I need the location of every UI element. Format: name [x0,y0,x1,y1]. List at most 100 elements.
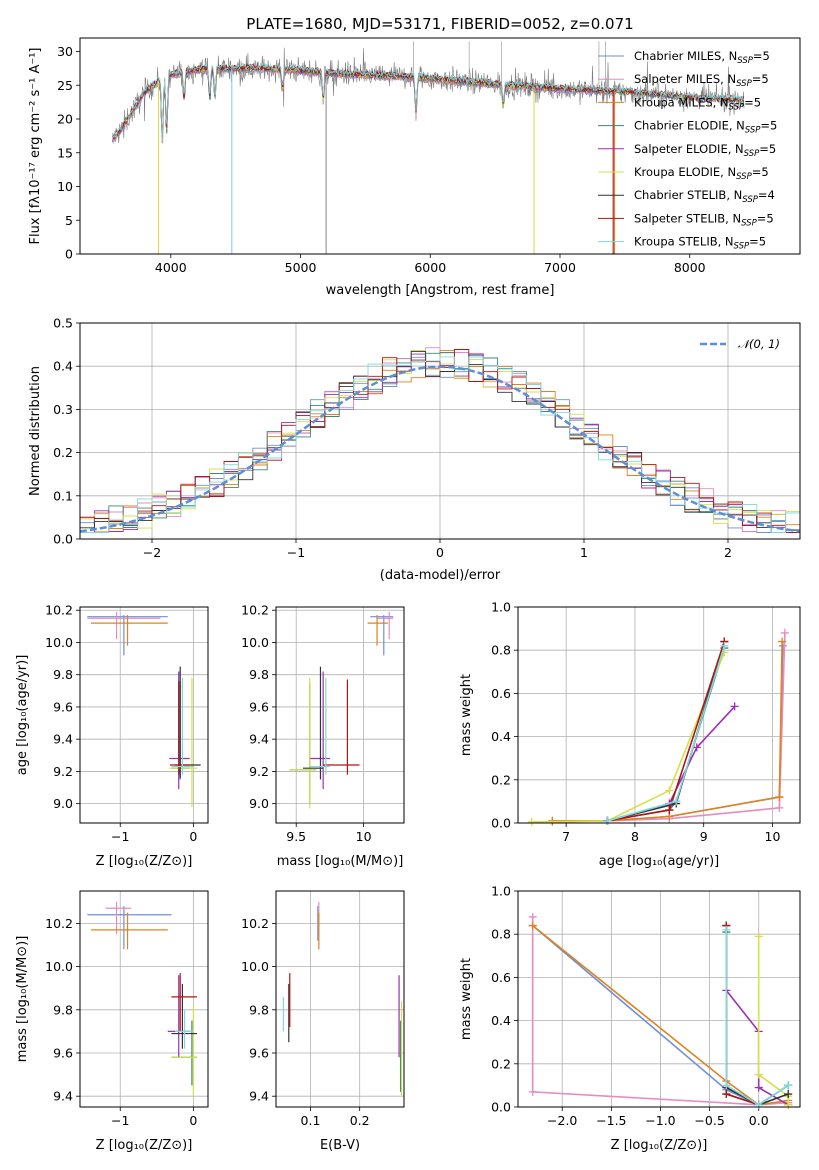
y-tick-label: 9.8 [53,667,73,682]
x-tick-label: 2 [724,545,732,560]
y-tick-label: 0.2 [491,1056,511,1071]
y-tick-label: 0.6 [491,970,511,985]
y-tick-label: 10.2 [45,603,73,618]
x-tick-label: 6000 [414,260,446,275]
y-tick-label: 1.0 [491,884,511,899]
y-tick-label: 30 [57,44,73,59]
massweight-marker [778,637,787,646]
y-tick-label: 9.2 [53,764,73,779]
age-vs-mass-panel: 9.5 10 9.0 9.2 9.4 9.6 9.8 10.0 10.2 mass [log₁₀(… [241,603,405,869]
massweight-line [725,929,789,1106]
massweight-line [532,924,789,1106]
x-tick-label: −0.5 [694,1113,724,1128]
x-tick-label: −1 [111,829,129,844]
spectrum-title: PLATE=1680, MJD=53171, FIBERID=0052, z=0… [246,15,633,33]
legend-label: Kroupa ELODIE, NSSP=5 [634,165,769,182]
y-tick-label: 0.2 [53,445,73,460]
x-tick-label: 0 [189,829,197,844]
axes-frame [79,606,209,824]
massweight-line [607,641,726,822]
massweight-line [552,632,786,823]
x-axis-label: Z [log₁₀(Z/Z⊙)] [96,854,193,869]
massweight-marker [730,702,739,711]
y-axis-label: mass [log₁₀(M/M⊙)] [15,936,30,1063]
y-tick-label: 0.0 [53,532,73,547]
y-tick-label: 9.8 [53,1002,73,1017]
x-tick-label: 0.0 [749,1113,769,1128]
model-line-salpeter-miles [112,66,615,144]
x-tick-label: 1 [580,545,588,560]
y-tick-label: 9.0 [249,796,269,811]
massweight-marker [754,1100,763,1109]
massweight-marker [722,1090,731,1099]
y-axis-label: age [log₁₀(age/yr)] [15,655,30,776]
massweight-line [725,932,789,1106]
x-tick-label: 10 [765,829,781,844]
gauss-curve [79,365,801,533]
massweight-marker [528,912,537,921]
y-tick-label: 10.2 [241,603,269,618]
x-tick-label: 9 [700,829,708,844]
model-line-salpeter-stelib [112,63,745,140]
massweight-marker [784,1090,793,1099]
spectrum-y-label: Flux [fλ10⁻¹⁷ erg cm⁻² s⁻¹ A⁻¹] [28,48,43,245]
residual-panel: −2 −1 0 1 2 0.0 0.1 0.2 0.3 0.4 0.5 (data-model)/e… [28,316,801,583]
x-tick-label: 0.1 [301,1113,321,1128]
y-axis-label: mass weight [459,674,474,756]
spectrum-panel: PLATE=1680, MJD=53171, FIBERID=0052, z=0… [28,15,801,298]
x-tick-label: −2.0 [547,1113,577,1128]
y-tick-label: 10.2 [45,916,73,931]
massweight-line [725,925,789,1106]
y-tick-label: 9.6 [249,1046,269,1061]
y-tick-label: 1.0 [491,600,511,615]
x-axis-label: Z [log₁₀(Z/Z⊙)] [611,1138,708,1153]
y-tick-label: 0.2 [491,772,511,787]
mass-vs-metallicity-panel: −1 0 9.4 9.6 9.8 10.0 10.2 Z [log₁₀(Z/Z⊙)] mass … [15,890,209,1153]
massweight-marker [754,932,763,941]
y-tick-label: 10 [57,179,73,194]
y-tick-label: 0.4 [53,359,73,374]
axes-frame [79,890,209,1108]
y-tick-label: 10.0 [241,959,269,974]
y-axis-label: mass weight [459,958,474,1040]
massweight-marker [672,797,681,806]
x-tick-label: 0.2 [350,1113,370,1128]
y-tick-label: 0.8 [491,643,511,658]
massweight-vs-age-panel: 7 8 9 10 0.0 0.2 0.4 0.6 0.8 1.0 age [log₁₀(age/yr… [459,600,801,869]
spectrum-x-label: wavelength [Angstrom, rest frame] [326,283,555,298]
massweight-marker [665,806,674,815]
massweight-marker [784,1100,793,1109]
massweight-line [531,652,726,823]
legend-label: Salpeter STELIB, NSSP=5 [634,211,774,228]
x-tick-label: −1 [287,545,305,560]
y-tick-label: 0.6 [491,686,511,701]
mass-vs-ebv-panel: 0.1 0.2 9.4 9.6 9.8 10.0 10.2 E(B-V) [241,890,405,1153]
y-tick-label: 0.5 [53,316,73,331]
y-tick-label: 0.4 [491,1013,511,1028]
massweight-marker [754,1083,763,1092]
residual-axes-frame [79,322,801,540]
spectrum-axes-frame [79,37,801,255]
legend-label: Chabrier MILES, NSSP=5 [634,49,770,66]
gauss-legend-label: 𝒩(0, 1) [738,337,780,351]
axes-frame [517,890,801,1108]
spectrum-legend: Chabrier MILES, NSSP=5 Salpeter MILES, NS… [598,49,777,252]
y-tick-label: 0.0 [491,816,511,831]
massweight-marker [722,1081,731,1090]
x-axis-label: mass [log₁₀(M/M⊙)] [277,854,404,869]
massweight-line [531,916,789,1106]
massweight-marker [692,743,701,752]
massweight-vs-metallicity-panel: −2.0 −1.5 −1.0 −0.5 0.0 0.0 0.2 0.4 0.6 0.8 1.0 Z [… [459,884,801,1153]
age-vs-metallicity-panel: −1 0 9.0 9.2 9.4 9.6 9.8 10.0 10.2 Z [log₁₀(Z/Z⊙)… [15,603,209,869]
y-tick-label: 10.0 [45,959,73,974]
legend-label: Kroupa MILES, NSSP=5 [634,95,761,112]
spectrum-plot-area: 4000 5000 6000 7000 8000 0 5 10 15 20 25 30 [57,41,745,275]
y-tick-label: 9.0 [53,796,73,811]
x-tick-label: 5000 [285,260,317,275]
y-tick-label: 9.4 [249,732,269,747]
y-tick-label: 10.0 [45,635,73,650]
massweight-marker [528,921,537,930]
y-tick-label: 9.6 [53,1046,73,1061]
y-tick-label: 0.3 [53,402,73,417]
x-tick-label: −1.0 [645,1113,675,1128]
